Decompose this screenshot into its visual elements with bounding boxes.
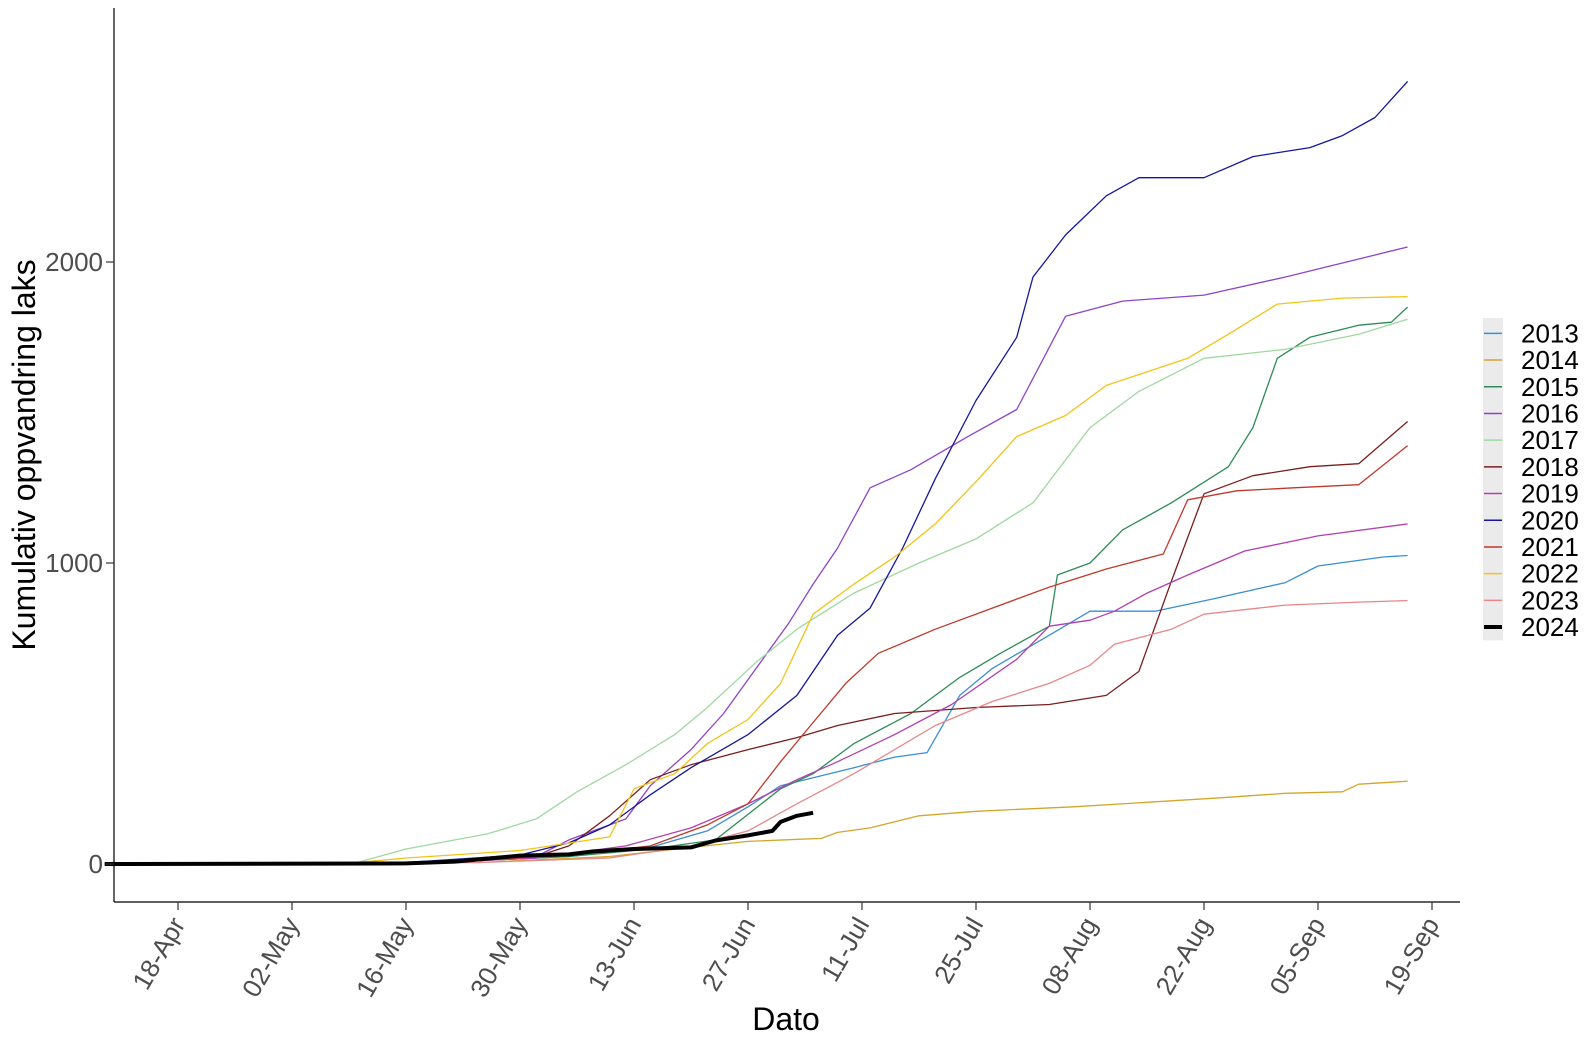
series-line-2013: [104, 554, 1408, 865]
series-line-2019: [104, 523, 1408, 865]
y-axis-title: Kumulativ oppvandring laks: [6, 259, 42, 650]
legend-label-2019: 2019: [1521, 479, 1579, 509]
legend-label-2024: 2024: [1521, 612, 1579, 642]
legend-label-2020: 2020: [1521, 505, 1579, 535]
y-tick-label: 1000: [45, 548, 103, 578]
legend-key-background: [1483, 318, 1503, 641]
legend-label-2023: 2023: [1521, 585, 1579, 615]
series-line-2017: [104, 318, 1408, 865]
legend-label-2017: 2017: [1521, 425, 1579, 455]
legend-label-2022: 2022: [1521, 559, 1579, 589]
x-axis-title: Dato: [752, 1001, 820, 1037]
legend: 2013201420152016201720182019202020212022…: [1483, 318, 1579, 642]
y-tick-label: 0: [89, 849, 103, 879]
legend-label-2016: 2016: [1521, 398, 1579, 428]
series-line-2015: [104, 306, 1409, 865]
series-layer: [104, 80, 1409, 866]
legend-label-2018: 2018: [1521, 452, 1579, 482]
series-line-2018: [104, 421, 1409, 865]
series-line-2024: [104, 810, 814, 866]
series-line-2016: [104, 246, 1408, 865]
y-ticks: 0 1000 2000: [45, 247, 114, 879]
legend-label-2013: 2013: [1521, 318, 1579, 348]
legend-label-2021: 2021: [1521, 532, 1579, 562]
legend-label-2015: 2015: [1521, 372, 1579, 402]
series-line-2020: [104, 80, 1409, 865]
legend-label-2014: 2014: [1521, 345, 1579, 375]
series-line-2021: [104, 445, 1409, 865]
y-tick-label: 2000: [45, 247, 103, 277]
series-line-2022: [104, 295, 1408, 865]
